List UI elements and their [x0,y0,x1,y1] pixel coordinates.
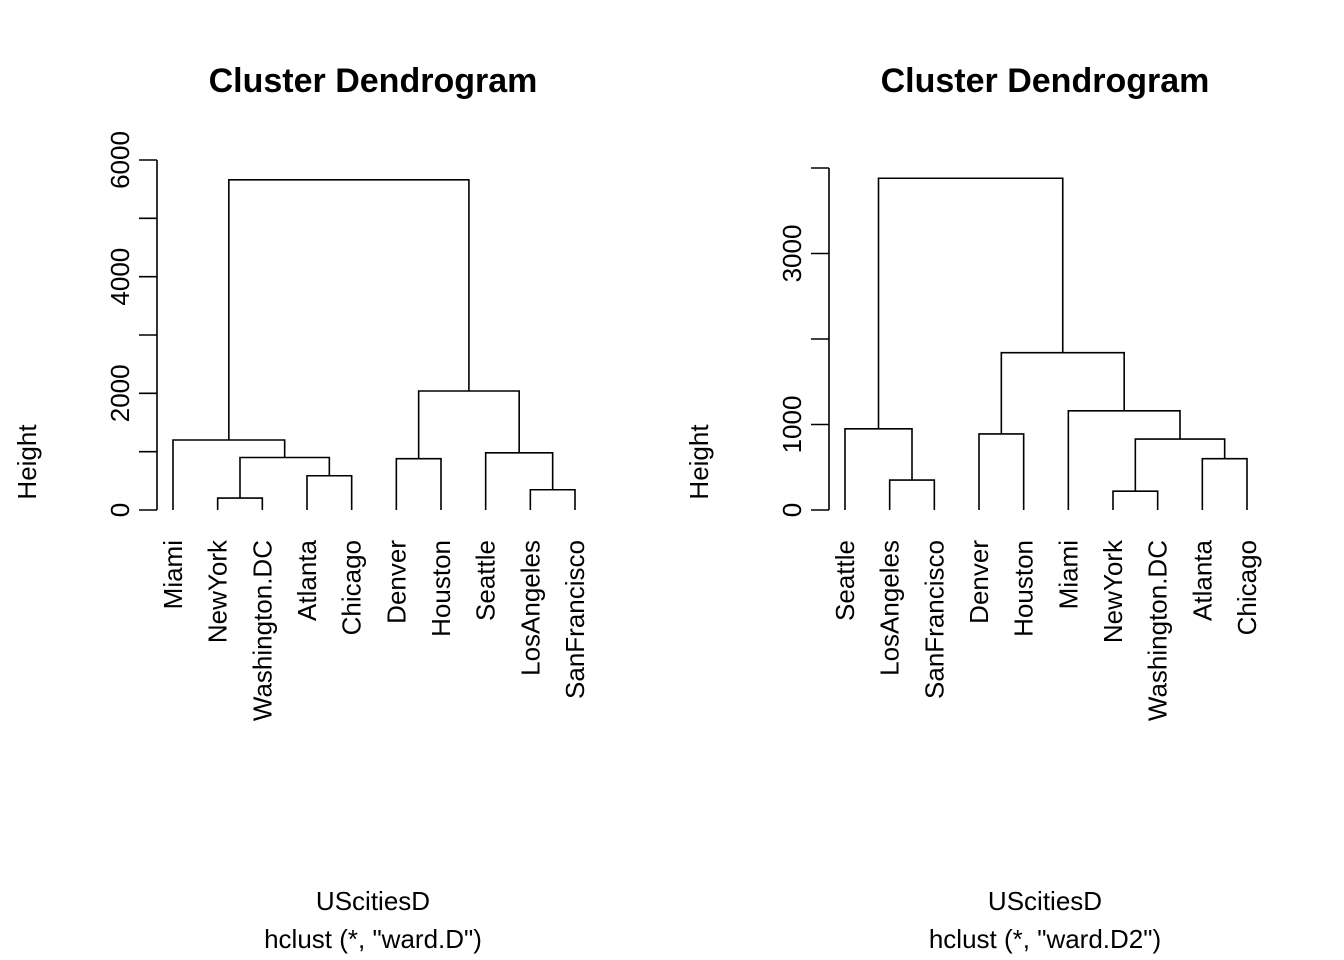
y-axis-label: Height [684,424,714,500]
leaf-label: Denver [381,540,411,624]
leaf-label: SanFrancisco [919,540,949,699]
x-axis-label: UScitiesD [316,886,430,916]
leaf-label: Seattle [830,540,860,621]
dendrogram-merge [172,439,286,510]
dendrogram-merge [877,177,1064,429]
y-tick-label: 3000 [777,225,807,283]
leaf-label: Miami [158,540,188,609]
leaf-label: Chicago [337,540,367,635]
y-axis-label: Height [12,424,42,500]
dendrogram-merge [529,488,576,510]
leaf-label: Chicago [1232,540,1262,635]
leaf-label: Houston [426,540,456,637]
chart-title: Cluster Dendrogram [881,62,1210,100]
dendrogram-merge [306,474,353,510]
dendrogram-merge [844,427,913,510]
leaf-labels: Seattle LosAngeles SanFrancisco Denver Houst… [830,539,1262,721]
leaf-label: NewYork [203,539,233,643]
sub-caption: hclust (*, "ward.D2") [929,924,1161,954]
dendrogram-panel-ward-d2: Cluster Dendrogram Height UScitiesD hclu… [684,62,1262,954]
dendrogram-merge [978,433,1025,510]
leaf-label: Seattle [471,540,501,621]
leaf-label: Washington.DC [247,540,277,721]
x-axis-label: UScitiesD [988,886,1102,916]
leaf-label: NewYork [1098,539,1128,643]
leaf-label: Houston [1009,540,1039,637]
leaf-label: Miami [1053,540,1083,609]
y-axis: 0 1000 3000 [777,167,830,517]
dendrogram-tree [844,177,1248,510]
y-axis: 0 2000 4000 6000 [105,131,158,517]
leaf-label: Denver [964,540,994,624]
dendrogram-merge [1000,351,1125,434]
y-tick-label: 0 [777,503,807,517]
dendrogram-panel-ward-d: Cluster Dendrogram Height UScitiesD hclu… [12,62,590,954]
sub-caption: hclust (*, "ward.D") [264,924,482,954]
dendrogram-merge [1112,490,1159,510]
leaf-label: Atlanta [292,539,322,620]
dendrogram-merge [484,452,554,510]
y-tick-label: 2000 [105,364,135,422]
leaf-label: LosAngeles [875,540,905,676]
dendrogram-merge [239,456,331,499]
dendrogram-merge [417,390,520,459]
y-tick-label: 6000 [105,131,135,189]
y-tick-label: 0 [105,503,135,517]
dendrogram-merge [1134,438,1226,492]
dendrogram-merge [888,479,936,510]
y-tick-label: 4000 [105,248,135,306]
leaf-label: Washington.DC [1143,540,1173,721]
leaf-labels: Miami NewYork Washington.DC Atlanta Chicago D… [158,539,590,721]
dendrogram-merge [395,457,442,510]
chart-title: Cluster Dendrogram [209,62,538,100]
dendrogram-merge [228,179,470,440]
dendrogram-merge [216,497,264,510]
leaf-label: LosAngeles [515,540,545,676]
dendrogram-tree [172,179,576,510]
leaf-label: SanFrancisco [560,540,590,699]
y-tick-label: 1000 [777,396,807,454]
leaf-label: Atlanta [1187,539,1217,620]
dendrogram-merge [1201,457,1248,510]
dendrogram-merge [1067,410,1181,510]
